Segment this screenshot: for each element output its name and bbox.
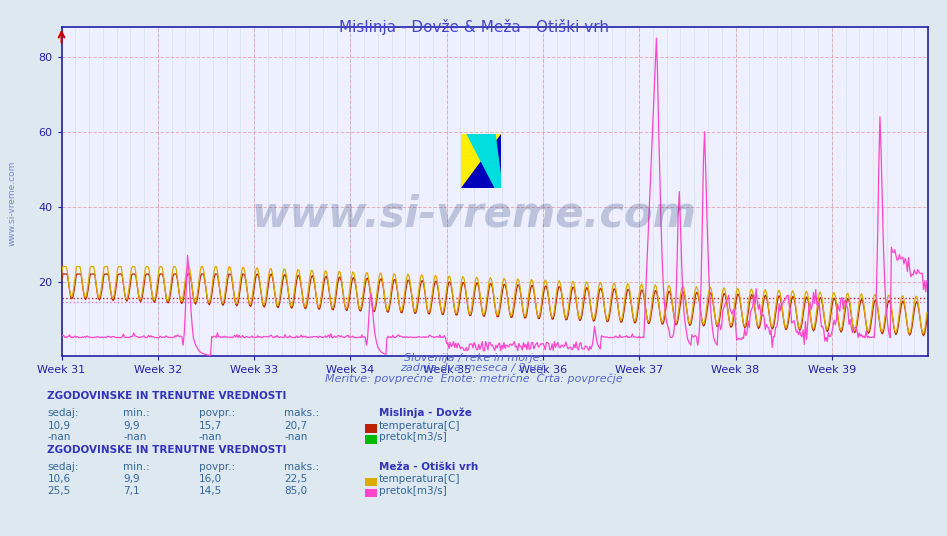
- Text: sedaj:: sedaj:: [47, 408, 79, 419]
- Polygon shape: [467, 134, 501, 188]
- Polygon shape: [461, 134, 501, 188]
- Text: Slovenija / reke in morje.: Slovenija / reke in morje.: [404, 353, 543, 363]
- Text: Mislinja - Dovže: Mislinja - Dovže: [379, 408, 472, 419]
- Text: -nan: -nan: [123, 432, 147, 442]
- Text: min.:: min.:: [123, 408, 150, 419]
- Text: ZGODOVINSKE IN TRENUTNE VREDNOSTI: ZGODOVINSKE IN TRENUTNE VREDNOSTI: [47, 445, 287, 455]
- Text: 9,9: 9,9: [123, 474, 140, 485]
- Text: ZGODOVINSKE IN TRENUTNE VREDNOSTI: ZGODOVINSKE IN TRENUTNE VREDNOSTI: [47, 391, 287, 401]
- Polygon shape: [461, 134, 501, 188]
- Text: Meža - Otiški vrh: Meža - Otiški vrh: [379, 462, 478, 472]
- Text: 7,1: 7,1: [123, 486, 140, 496]
- Text: 10,6: 10,6: [47, 474, 70, 485]
- Text: min.:: min.:: [123, 462, 150, 472]
- Text: povpr.:: povpr.:: [199, 462, 235, 472]
- Text: pretok[m3/s]: pretok[m3/s]: [379, 486, 447, 496]
- Text: temperatura[C]: temperatura[C]: [379, 421, 460, 431]
- Text: www.si-vreme.com: www.si-vreme.com: [251, 193, 696, 235]
- Text: 22,5: 22,5: [284, 474, 308, 485]
- Text: 9,9: 9,9: [123, 421, 140, 431]
- Text: www.si-vreme.com: www.si-vreme.com: [8, 161, 17, 247]
- Text: -nan: -nan: [199, 432, 223, 442]
- Text: 10,9: 10,9: [47, 421, 70, 431]
- Text: -nan: -nan: [47, 432, 71, 442]
- Text: 16,0: 16,0: [199, 474, 222, 485]
- Text: 15,7: 15,7: [199, 421, 223, 431]
- Text: temperatura[C]: temperatura[C]: [379, 474, 460, 485]
- Text: sedaj:: sedaj:: [47, 462, 79, 472]
- Text: Meritve: povprečne  Enote: metrične  Črta: povprečje: Meritve: povprečne Enote: metrične Črta:…: [325, 372, 622, 384]
- Text: Mislinja - Dovže & Meža - Otiški vrh: Mislinja - Dovže & Meža - Otiški vrh: [338, 19, 609, 35]
- Text: 20,7: 20,7: [284, 421, 307, 431]
- Text: -nan: -nan: [284, 432, 308, 442]
- Text: zadnja dva meseca / 2 uri.: zadnja dva meseca / 2 uri.: [400, 363, 547, 374]
- Text: povpr.:: povpr.:: [199, 408, 235, 419]
- Text: 14,5: 14,5: [199, 486, 223, 496]
- Text: 85,0: 85,0: [284, 486, 307, 496]
- Text: maks.:: maks.:: [284, 462, 319, 472]
- Text: 25,5: 25,5: [47, 486, 71, 496]
- Text: maks.:: maks.:: [284, 408, 319, 419]
- Text: pretok[m3/s]: pretok[m3/s]: [379, 432, 447, 442]
